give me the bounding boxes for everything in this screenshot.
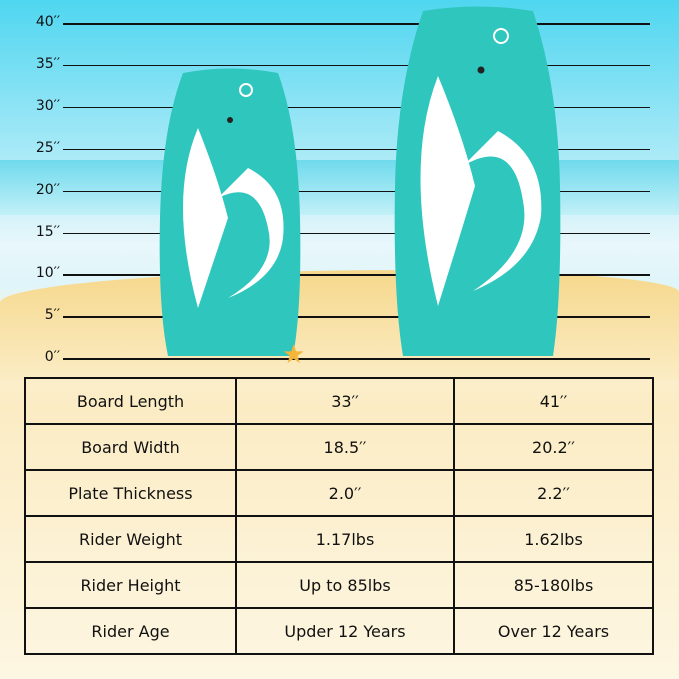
row-label: Board Width <box>24 423 237 471</box>
small-board-value: 33′′ <box>235 377 455 425</box>
large-board-value: 85-180lbs <box>453 561 654 609</box>
row-label: Plate Thickness <box>24 469 237 517</box>
ruler-tick-label: 35′′ <box>35 55 60 72</box>
row-label: Rider Height <box>24 561 237 609</box>
sea <box>0 160 679 215</box>
table-row: Rider Weight 1.17lbs 1.62lbs <box>24 515 654 563</box>
ruler-tick-label: 0′′ <box>44 349 60 366</box>
ruler-line <box>63 64 650 67</box>
starfish-icon: ★ <box>282 340 306 370</box>
ruler-tick-label: 15′′ <box>35 223 60 240</box>
large-board-value: 20.2′′ <box>453 423 654 471</box>
large-board-value: 1.62lbs <box>453 515 654 563</box>
ruler-line <box>63 148 650 151</box>
table-row: Rider Height Up to 85lbs 85-180lbs <box>24 561 654 609</box>
small-board-value: Upder 12 Years <box>235 607 455 655</box>
row-label: Board Length <box>24 377 237 425</box>
ruler-line <box>63 23 650 25</box>
ruler-tick-label: 5′′ <box>44 307 60 324</box>
small-board-value: 1.17lbs <box>235 515 455 563</box>
table-row: Plate Thickness 2.0′′ 2.2′′ <box>24 469 654 517</box>
ruler-tick-label: 40′′ <box>35 14 60 30</box>
table-row: Board Length 33′′ 41′′ <box>24 377 654 425</box>
row-label: Rider Weight <box>24 515 237 563</box>
ruler-line <box>63 190 650 193</box>
small-board-value: 18.5′′ <box>235 423 455 471</box>
large-board-value: 41′′ <box>453 377 654 425</box>
ruler-tick-label: 25′′ <box>35 139 60 156</box>
row-label: Rider Age <box>24 607 237 655</box>
ruler-line <box>63 316 650 318</box>
ruler-tick-label: 30′′ <box>35 97 60 114</box>
ruler-line <box>63 274 650 276</box>
large-bodyboard <box>394 6 561 356</box>
large-board-value: Over 12 Years <box>453 607 654 655</box>
small-board-value: Up to 85lbs <box>235 561 455 609</box>
size-comparison-table: Board Length 33′′ 41′′ Board Width 18.5′′ 20.… <box>24 377 654 655</box>
beach-sand <box>0 270 679 380</box>
large-board-value: 2.2′′ <box>453 469 654 517</box>
table-row: Board Width 18.5′′ 20.2′′ <box>24 423 654 471</box>
small-bodyboard <box>159 68 301 356</box>
ruler-tick-label: 20′′ <box>35 181 60 198</box>
ruler-tick-label: 10′′ <box>35 265 60 282</box>
table-row: Rider Age Upder 12 Years Over 12 Years <box>24 607 654 655</box>
ruler-line <box>63 358 650 360</box>
ruler-line <box>63 232 650 234</box>
small-board-value: 2.0′′ <box>235 469 455 517</box>
ruler-line <box>63 106 650 109</box>
